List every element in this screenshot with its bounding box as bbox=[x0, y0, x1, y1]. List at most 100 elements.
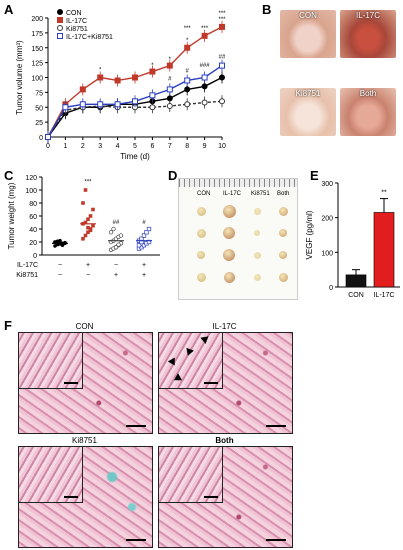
photo-d-label-ki8751: Ki8751 bbox=[251, 191, 270, 197]
tumor-specimen bbox=[222, 204, 236, 218]
histo-il17c bbox=[158, 332, 293, 434]
histo-inset bbox=[159, 333, 223, 389]
data-point bbox=[132, 98, 138, 105]
y-tick-label: 80 bbox=[29, 201, 37, 208]
data-point bbox=[83, 188, 88, 192]
significance-star: * bbox=[169, 57, 172, 63]
tumor-specimen bbox=[254, 230, 260, 236]
legend-label: Ki8751 bbox=[66, 26, 88, 33]
data-point bbox=[91, 207, 95, 212]
significance-star: * bbox=[151, 63, 154, 69]
arrowhead-icon bbox=[167, 357, 179, 368]
y-tick-label: 20 bbox=[29, 240, 37, 247]
data-point bbox=[114, 77, 121, 84]
significance-hash: # bbox=[168, 76, 172, 82]
tumor-specimen bbox=[197, 251, 205, 259]
y-tick-label: 60 bbox=[29, 214, 37, 221]
y-tick-label: 125 bbox=[31, 61, 43, 68]
y-axis-label: VEGF (pg/ml) bbox=[305, 210, 314, 259]
legend-marker bbox=[57, 17, 63, 23]
histo-both bbox=[158, 446, 293, 548]
y-tick-label: 50 bbox=[35, 105, 43, 112]
x-tick-label: 10 bbox=[218, 143, 226, 150]
histo-label-ki8751: Ki8751 bbox=[72, 436, 97, 445]
scale-bar bbox=[203, 496, 218, 498]
scale-bar bbox=[63, 382, 78, 384]
tumor-specimen bbox=[278, 206, 288, 216]
data-point bbox=[201, 83, 208, 90]
arrowhead-icon bbox=[184, 347, 194, 358]
x-tick-label: CON bbox=[348, 292, 364, 299]
significance-hash: ### bbox=[200, 63, 211, 69]
significance-star: *** bbox=[84, 180, 92, 186]
data-point bbox=[144, 230, 149, 235]
y-tick-label: 25 bbox=[35, 120, 43, 127]
tumor-specimen bbox=[253, 207, 261, 215]
scale-bar bbox=[126, 425, 146, 427]
photo-b-label: CON bbox=[299, 11, 317, 20]
x-tick-label: 0 bbox=[46, 143, 50, 150]
row-label-ki8751: Ki8751 bbox=[16, 272, 38, 279]
legend-marker bbox=[57, 33, 63, 39]
significance-hash: ## bbox=[113, 220, 120, 226]
significance-star: *** bbox=[218, 17, 226, 23]
significance-hash: # bbox=[186, 69, 190, 75]
data-point bbox=[132, 74, 138, 81]
data-point bbox=[146, 226, 152, 232]
data-point bbox=[118, 233, 124, 238]
panel-letter-b: B bbox=[262, 2, 272, 17]
data-point bbox=[83, 220, 88, 225]
data-point bbox=[149, 92, 156, 99]
data-point bbox=[81, 201, 85, 205]
y-tick-label: 100 bbox=[321, 250, 333, 257]
data-point bbox=[219, 98, 225, 105]
data-point bbox=[201, 74, 208, 81]
legend-marker bbox=[57, 25, 63, 31]
photo-b-il17c: IL-17C bbox=[340, 10, 396, 58]
x-tick-label: 8 bbox=[185, 143, 189, 150]
data-point bbox=[79, 101, 86, 108]
photo-d-label-il17c: IL-17C bbox=[223, 191, 242, 197]
y-tick-label: 150 bbox=[31, 46, 43, 53]
histo-label-both: Both bbox=[215, 436, 234, 445]
histo-inset bbox=[19, 333, 83, 389]
x-axis-label: Time (d) bbox=[120, 152, 150, 161]
chart-a: 0 25 50 75 100 125 150 175 200 0 1 2 3 4 5 6 7 8 9 10 Time (… bbox=[15, 9, 226, 161]
tumor-specimen bbox=[279, 229, 287, 237]
photo-b-label: IL-17C bbox=[355, 11, 380, 20]
y-tick-label: 200 bbox=[31, 16, 43, 23]
panel-letter-d: D bbox=[168, 168, 178, 183]
y-tick-label: 0 bbox=[329, 285, 333, 292]
data-point bbox=[184, 44, 191, 51]
data-point bbox=[111, 226, 116, 232]
x-tick-label: 3 bbox=[98, 143, 102, 150]
significance-star: * bbox=[186, 38, 189, 44]
data-point bbox=[184, 77, 191, 84]
y-tick-label: 200 bbox=[321, 216, 333, 223]
data-point bbox=[60, 243, 65, 248]
significance-star: *** bbox=[184, 26, 192, 32]
row1-sign: + bbox=[142, 262, 146, 269]
tumor-specimen bbox=[196, 206, 206, 216]
data-point bbox=[45, 134, 51, 140]
y-tick-label: 0 bbox=[33, 253, 37, 260]
photo-d-label-con: CON bbox=[197, 191, 211, 197]
histo-inset bbox=[19, 447, 83, 503]
significance-star: *** bbox=[201, 26, 209, 32]
x-tick-label: 7 bbox=[168, 143, 172, 150]
data-point bbox=[141, 233, 147, 238]
x-tick-label: 1 bbox=[63, 143, 67, 150]
histo-ki8751 bbox=[18, 446, 153, 548]
row1-sign: − bbox=[114, 262, 118, 269]
data-point bbox=[184, 101, 191, 108]
data-point bbox=[166, 62, 173, 69]
data-point bbox=[113, 245, 119, 250]
photo-b-label: Ki8751 bbox=[295, 89, 321, 98]
arrowhead-icon bbox=[200, 336, 210, 345]
tumor-specimen bbox=[223, 271, 235, 283]
legend-label: IL-17C bbox=[66, 18, 87, 25]
row2-sign: + bbox=[142, 272, 146, 279]
tumor-specimen bbox=[196, 228, 206, 238]
data-point bbox=[149, 68, 156, 75]
data-point bbox=[166, 86, 173, 93]
